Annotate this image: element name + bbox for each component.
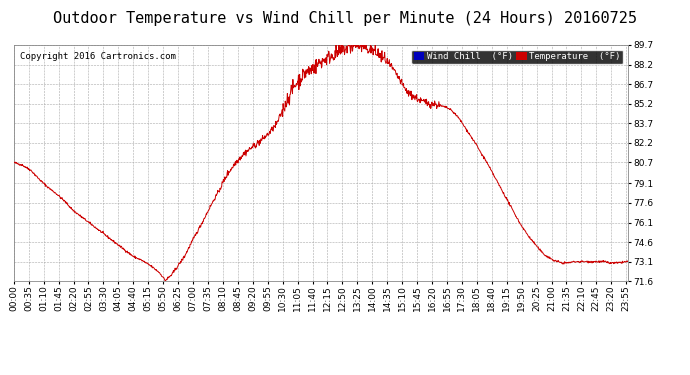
Legend: Wind Chill  (°F), Temperature  (°F): Wind Chill (°F), Temperature (°F): [411, 50, 623, 64]
Text: Outdoor Temperature vs Wind Chill per Minute (24 Hours) 20160725: Outdoor Temperature vs Wind Chill per Mi…: [53, 11, 637, 26]
Text: Copyright 2016 Cartronics.com: Copyright 2016 Cartronics.com: [20, 52, 176, 61]
